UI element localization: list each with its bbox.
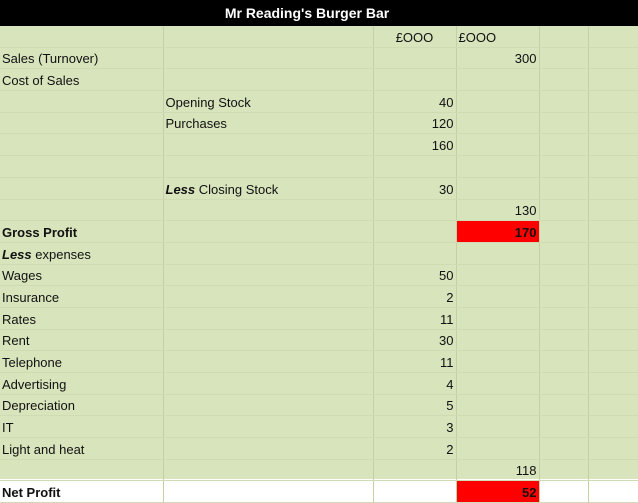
opening-stock-value[interactable]: 40 — [373, 90, 457, 113]
rent-value[interactable]: 30 — [373, 329, 457, 352]
depreciation-value[interactable]: 5 — [373, 394, 457, 417]
table-row-expenses: Less expenses — [0, 242, 638, 265]
cost-total-value[interactable]: 130 — [456, 199, 540, 222]
table-row-light-heat: Light and heat 2 — [0, 437, 638, 460]
table-row-subtotal: 160 — [0, 133, 638, 157]
table-row-expenses-total: 118 — [0, 459, 638, 482]
cost-of-sales-label[interactable]: Cost of Sales — [0, 68, 164, 92]
table-row-closing-stock: Less Closing Stock 30 — [0, 177, 638, 200]
table-row-cost-total: 130 — [0, 199, 638, 222]
closing-stock-label[interactable]: Less Closing Stock — [163, 177, 374, 200]
col-b-header[interactable]: £OOO — [456, 26, 540, 48]
insurance-label[interactable]: Insurance — [0, 285, 164, 308]
table-row-purchases: Purchases 120 — [0, 112, 638, 135]
advertising-label[interactable]: Advertising — [0, 372, 164, 395]
table-row-sales: Sales (Turnover) 300 — [0, 47, 638, 70]
wages-value[interactable]: 50 — [373, 264, 457, 287]
it-value[interactable]: 3 — [373, 415, 457, 439]
expenses-total-value[interactable]: 118 — [456, 459, 540, 482]
insurance-value[interactable]: 2 — [373, 285, 457, 308]
table-row-rent: Rent 30 — [0, 329, 638, 352]
it-label[interactable]: IT — [0, 415, 164, 439]
header-row: £OOO £OOO — [0, 26, 638, 48]
opening-stock-label[interactable]: Opening Stock — [163, 90, 374, 113]
expenses-label[interactable]: Less expenses — [0, 242, 164, 265]
rent-label[interactable]: Rent — [0, 329, 164, 352]
subtotal-value[interactable]: 160 — [373, 133, 457, 157]
table-row-advertising: Advertising 4 — [0, 372, 638, 395]
table-row-insurance: Insurance 2 — [0, 285, 638, 308]
col-a-header[interactable]: £OOO — [373, 26, 457, 48]
telephone-label[interactable]: Telephone — [0, 350, 164, 373]
net-profit-value[interactable]: 52 — [456, 480, 540, 503]
net-profit-label[interactable]: Net Profit — [0, 480, 164, 503]
table-row-net-profit: Net Profit 52 — [0, 480, 638, 503]
title-bar: Mr Reading's Burger Bar — [0, 0, 638, 26]
rates-label[interactable]: Rates — [0, 307, 164, 330]
table-row-opening-stock: Opening Stock 40 — [0, 90, 638, 113]
gross-profit-label[interactable]: Gross Profit — [0, 220, 164, 243]
table-row-it: IT 3 — [0, 415, 638, 439]
profit-loss-table: £OOO £OOO Sales (Turnover) 300 Cost of S… — [0, 26, 638, 503]
purchases-value[interactable]: 120 — [373, 112, 457, 135]
sheet-title: Mr Reading's Burger Bar — [224, 5, 390, 21]
table-row-depreciation: Depreciation 5 — [0, 394, 638, 417]
closing-stock-value[interactable]: 30 — [373, 177, 457, 200]
gross-profit-value[interactable]: 170 — [456, 220, 540, 243]
light-heat-value[interactable]: 2 — [373, 437, 457, 460]
table-row-wages: Wages 50 — [0, 264, 638, 287]
purchases-label[interactable]: Purchases — [163, 112, 374, 135]
advertising-value[interactable]: 4 — [373, 372, 457, 395]
sales-label[interactable]: Sales (Turnover) — [0, 47, 164, 70]
rates-value[interactable]: 11 — [373, 307, 457, 330]
light-heat-label[interactable]: Light and heat — [0, 437, 164, 460]
table-row-cost-of-sales: Cost of Sales — [0, 68, 638, 92]
table-row-telephone: Telephone 11 — [0, 350, 638, 373]
telephone-value[interactable]: 11 — [373, 350, 457, 373]
table-row-rates: Rates 11 — [0, 307, 638, 330]
table-row-gross-profit: Gross Profit 170 — [0, 220, 638, 243]
sales-value[interactable]: 300 — [456, 47, 540, 70]
wages-label[interactable]: Wages — [0, 264, 164, 287]
depreciation-label[interactable]: Depreciation — [0, 394, 164, 417]
table-row-blank — [0, 155, 638, 178]
